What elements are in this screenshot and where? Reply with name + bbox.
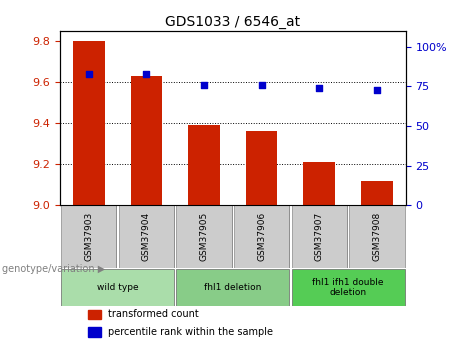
FancyBboxPatch shape [349,205,405,268]
Bar [303,162,335,205]
Text: percentile rank within the sample: percentile rank within the sample [108,327,273,337]
FancyBboxPatch shape [291,269,405,306]
Text: GSM37903: GSM37903 [84,212,93,262]
FancyBboxPatch shape [176,269,290,306]
FancyBboxPatch shape [234,205,290,268]
Text: GSM37907: GSM37907 [315,212,324,262]
FancyBboxPatch shape [176,205,231,268]
Text: fhl1 ifh1 double
deletion: fhl1 ifh1 double deletion [312,278,384,297]
Bar [188,125,220,205]
FancyBboxPatch shape [291,205,347,268]
Bar [88,327,101,336]
Bar [361,180,393,205]
Title: GDS1033 / 6546_at: GDS1033 / 6546_at [165,14,301,29]
FancyBboxPatch shape [118,205,174,268]
Point [373,87,381,92]
Point [315,85,323,91]
FancyBboxPatch shape [61,269,174,306]
Text: genotype/variation ▶: genotype/variation ▶ [2,264,106,274]
Text: fhl1 deletion: fhl1 deletion [204,283,261,292]
Bar [88,309,101,319]
Bar [246,131,278,205]
Text: wild type: wild type [97,283,138,292]
Text: GSM37904: GSM37904 [142,212,151,262]
Point [85,71,92,77]
Text: GSM37905: GSM37905 [200,212,208,262]
Point [200,82,207,88]
Text: GSM37908: GSM37908 [372,212,381,262]
Text: transformed count: transformed count [108,309,199,319]
Text: GSM37906: GSM37906 [257,212,266,262]
Point [142,71,150,77]
Bar [130,76,162,205]
Bar [73,41,105,205]
Point [258,82,266,88]
FancyBboxPatch shape [61,205,116,268]
